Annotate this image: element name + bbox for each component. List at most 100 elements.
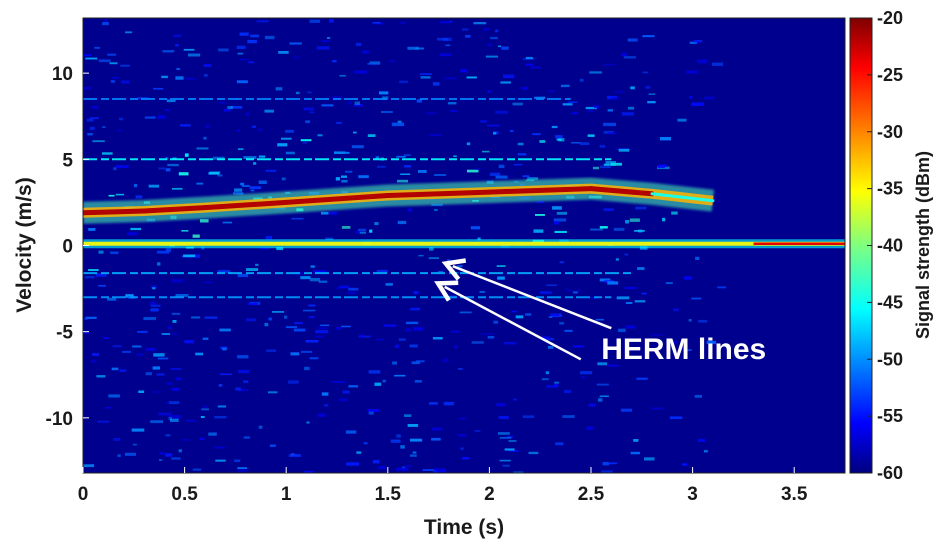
noise-speckle (171, 333, 179, 335)
noise-speckle (601, 470, 613, 473)
noise-speckle (620, 408, 633, 412)
noise-speckle (604, 164, 616, 166)
noise-speckle (548, 346, 554, 349)
noise-speckle (309, 19, 321, 23)
noise-speckle (385, 283, 393, 286)
noise-speckle (397, 179, 408, 183)
noise-speckle (397, 220, 407, 225)
noise-speckle (204, 74, 208, 77)
noise-speckle (137, 330, 148, 333)
noise-speckle (621, 52, 628, 57)
noise-speckle (165, 248, 171, 252)
noise-speckle (119, 369, 127, 372)
noise-speckle (192, 234, 200, 238)
noise-speckle (307, 91, 312, 94)
noise-speckle (113, 167, 117, 171)
noise-speckle (445, 44, 451, 47)
noise-speckle (152, 287, 156, 290)
noise-speckle (624, 286, 637, 290)
noise-speckle (616, 296, 630, 300)
colorbar-tick-label: -20 (877, 8, 903, 28)
noise-speckle (410, 438, 423, 442)
noise-speckle (172, 320, 177, 323)
noise-speckle (442, 358, 449, 363)
colorbar-tick-label: -50 (877, 349, 903, 369)
noise-speckle (196, 147, 209, 150)
noise-speckle (250, 189, 255, 192)
noise-speckle (554, 230, 567, 233)
noise-speckle (95, 273, 107, 277)
noise-speckle (416, 99, 422, 103)
noise-speckle (285, 326, 297, 329)
noise-speckle (159, 459, 163, 461)
noise-speckle (304, 470, 314, 473)
noise-speckle (459, 417, 467, 420)
noise-speckle (562, 415, 575, 418)
noise-speckle (686, 70, 699, 74)
noise-speckle (215, 459, 226, 462)
noise-speckle (214, 446, 225, 449)
noise-speckle (549, 314, 560, 316)
noise-speckle (555, 135, 563, 139)
noise-speckle (191, 316, 201, 319)
main-trace-segment (202, 199, 289, 211)
noise-speckle (295, 91, 300, 95)
noise-speckle (634, 300, 646, 303)
noise-speckle (420, 76, 431, 79)
noise-speckle (506, 435, 514, 438)
noise-speckle (341, 179, 348, 183)
noise-speckle (532, 133, 541, 136)
noise-speckle (105, 407, 111, 409)
colorbar-label: Signal strength (dBm) (913, 151, 933, 339)
noise-speckle (145, 372, 152, 376)
noise-speckle (374, 382, 382, 386)
noise-speckle (551, 125, 558, 129)
noise-speckle (628, 106, 635, 110)
noise-speckle (217, 405, 227, 408)
x-tick-label: 3.5 (781, 484, 808, 505)
noise-speckle (217, 174, 223, 177)
x-tick-label: 0.5 (171, 484, 198, 505)
noise-speckle (285, 129, 294, 133)
noise-speckle (120, 64, 130, 67)
noise-speckle (203, 64, 212, 67)
noise-speckle (217, 270, 231, 273)
noise-speckle (562, 103, 573, 106)
noise-speckle (579, 78, 584, 82)
noise-speckle (671, 211, 678, 215)
noise-speckle (108, 394, 120, 398)
y-tick-label: -5 (56, 323, 73, 344)
noise-speckle (135, 195, 143, 199)
noise-speckle (353, 131, 357, 134)
noise-speckle (428, 257, 439, 260)
colorbar-tick-label: -30 (877, 122, 903, 142)
noise-speckle (437, 37, 449, 41)
noise-speckle (414, 47, 424, 50)
noise-speckle (253, 162, 257, 165)
noise-speckle (458, 368, 463, 370)
noise-speckle (465, 35, 471, 38)
noise-speckle (383, 324, 397, 327)
noise-speckle (471, 341, 484, 344)
noise-speckle (184, 340, 194, 344)
colorbar-tick-label: -60 (877, 463, 903, 483)
noise-speckle (599, 144, 606, 148)
noise-speckle (372, 22, 384, 25)
noise-speckle (130, 227, 142, 231)
main-trace-segment (588, 186, 655, 197)
noise-speckle (332, 381, 345, 383)
noise-speckle (171, 388, 180, 391)
noise-speckle (272, 311, 284, 313)
main-trace-segment (283, 193, 391, 205)
noise-speckle (588, 403, 596, 407)
annotation-arrow (434, 280, 582, 361)
noise-speckle (162, 50, 175, 53)
noise-speckle (110, 80, 115, 83)
noise-speckle (499, 459, 511, 462)
noise-speckle (669, 416, 683, 420)
noise-speckle (404, 165, 411, 168)
noise-speckle (246, 318, 256, 322)
noise-speckle (586, 426, 593, 430)
noise-speckle (131, 428, 145, 432)
noise-speckle (182, 439, 190, 441)
